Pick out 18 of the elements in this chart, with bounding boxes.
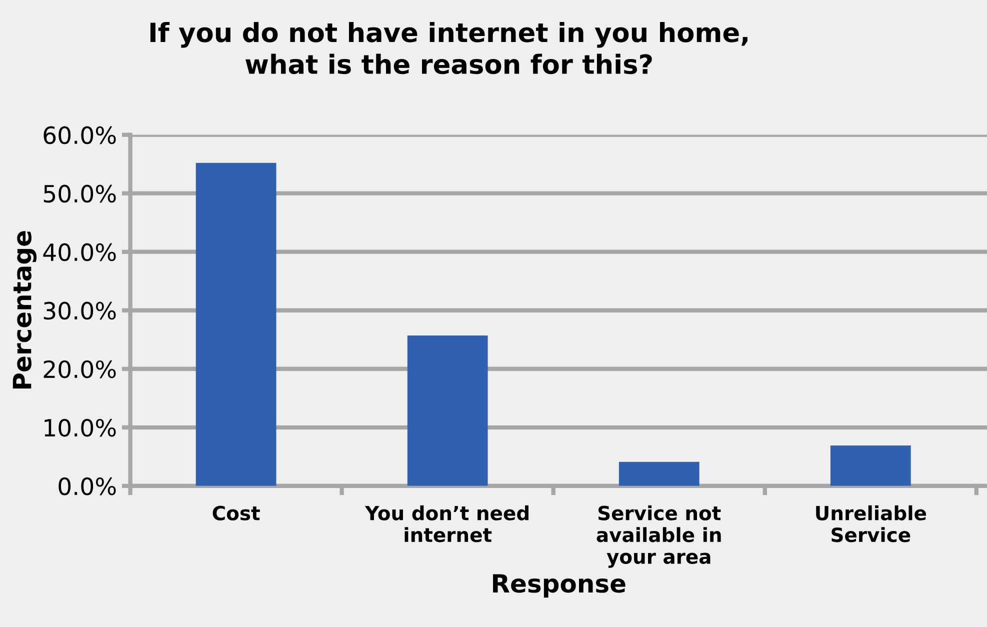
x-tick-label: Unreliable Service [816,505,926,542]
y-tick-label: 40.0% [43,243,116,262]
bar [618,462,700,486]
bar [196,162,276,486]
y-tick-label: 50.0% [44,184,116,203]
y-tick-label: 60.0% [44,126,116,144]
x-tick-label: Service not available in your area [596,505,721,568]
x-axis-title: Response [493,574,626,598]
bar [830,446,911,486]
chart-title: If you do not have internet in you home, what is the reason for this? [150,22,748,74]
y-tick-label: 10.0% [44,418,116,437]
y-tick-label: 30.0% [44,302,116,320]
y-axis-title: Percentage [12,231,37,388]
x-tick-label: Cost [212,506,260,520]
x-tick-label: You don’t need internet [364,505,528,542]
bar [407,336,488,486]
y-tick-label: 0.0% [58,477,116,496]
y-tick-label: 20.0% [44,360,116,378]
